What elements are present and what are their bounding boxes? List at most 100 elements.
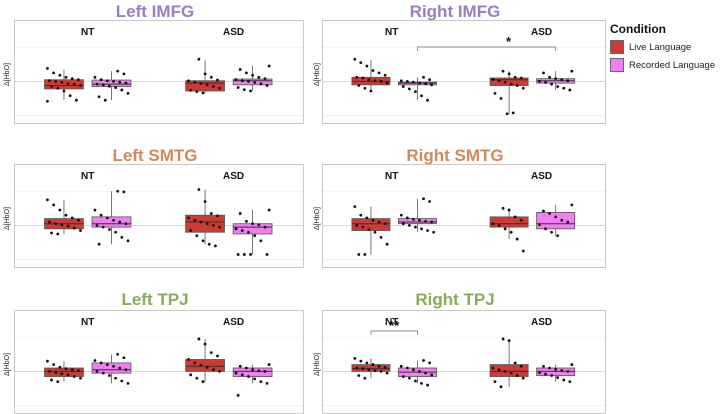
data-point: [379, 370, 383, 373]
data-point: [105, 216, 109, 220]
group-label-nt: NT: [385, 27, 399, 38]
data-point: [401, 85, 405, 88]
data-point: [64, 75, 68, 79]
data-point: [401, 222, 405, 226]
data-point: [101, 225, 105, 229]
data-point: [385, 242, 389, 246]
box-recorded-asd: [536, 212, 576, 230]
data-point: [519, 364, 523, 368]
data-point: [414, 225, 417, 229]
data-point: [566, 370, 570, 373]
data-point: [218, 86, 221, 90]
data-point: [203, 200, 207, 203]
data-point: [556, 85, 560, 88]
data-point: [511, 111, 515, 115]
data-point: [209, 75, 213, 79]
legend: Condition Live Language Recorded Languag…: [610, 22, 715, 72]
data-point: [240, 373, 244, 377]
data-point: [193, 80, 197, 84]
data-point: [54, 80, 58, 83]
data-point: [414, 90, 417, 94]
significance-bracket: [417, 46, 557, 51]
chart-plot-left-imfg: [15, 46, 303, 116]
data-point: [218, 225, 221, 229]
data-point: [193, 361, 197, 365]
legend-title: Condition: [610, 22, 666, 36]
data-point: [428, 200, 432, 203]
data-point: [112, 80, 115, 83]
data-point: [66, 82, 70, 85]
data-point: [359, 61, 363, 65]
data-point: [187, 216, 190, 220]
box-live-nt: [44, 79, 84, 90]
data-point: [418, 218, 421, 222]
data-point: [263, 370, 267, 373]
data-point: [570, 363, 574, 366]
data-point: [363, 86, 367, 90]
data-point: [355, 75, 359, 79]
data-point: [405, 80, 409, 83]
data-point: [538, 371, 541, 375]
data-point: [114, 376, 118, 380]
data-point: [503, 227, 507, 231]
data-point: [124, 222, 128, 226]
group-label-asd: ASD: [223, 27, 245, 38]
data-point: [359, 359, 363, 363]
data-point: [116, 189, 120, 193]
data-point: [46, 198, 49, 202]
data-point: [257, 369, 261, 373]
data-point: [499, 385, 503, 389]
data-point: [501, 69, 505, 73]
panel-title-left-tpj: Left TPJ: [121, 290, 189, 309]
data-point: [199, 82, 203, 85]
data-point: [93, 359, 97, 362]
data-point: [189, 88, 193, 92]
data-point: [70, 216, 74, 220]
panel-title-right-tpj: Right TPJ: [415, 290, 495, 309]
data-point: [515, 374, 519, 377]
data-point: [77, 78, 80, 82]
data-point: [430, 373, 434, 377]
data-point: [64, 367, 68, 371]
data-point: [519, 76, 523, 80]
data-point: [195, 376, 199, 380]
data-point: [424, 371, 427, 375]
y-axis-label: Δ[HbO]: [4, 207, 11, 230]
data-point: [501, 337, 505, 341]
data-point: [101, 83, 105, 87]
data-point: [418, 81, 421, 85]
data-point: [357, 374, 361, 377]
data-point: [521, 86, 525, 90]
data-point: [560, 78, 564, 82]
chart-panel-right-tpj: ** NT ASD: [322, 310, 606, 414]
legend-swatch-recorded: [610, 58, 624, 72]
data-point: [95, 82, 99, 86]
data-point: [99, 78, 103, 82]
data-point: [124, 368, 128, 372]
data-point: [263, 77, 267, 81]
data-point: [95, 370, 99, 373]
box-live-nt: [44, 367, 84, 377]
data-point: [493, 91, 497, 95]
data-point: [383, 222, 387, 226]
data-point: [377, 71, 381, 75]
data-point: [414, 379, 417, 383]
data-point: [550, 374, 554, 377]
data-point: [359, 213, 363, 217]
data-point: [189, 373, 193, 377]
data-point: [97, 95, 101, 99]
data-point: [116, 352, 120, 356]
chart-plot-left-smtg: [15, 188, 303, 260]
data-point: [491, 222, 495, 226]
data-point: [412, 217, 415, 221]
data-point: [379, 80, 383, 83]
data-point: [201, 239, 205, 243]
data-point: [357, 253, 361, 256]
chart-plot-left-tpj: [15, 336, 303, 406]
chart-panel-right-imfg: * NT ASD: [322, 20, 606, 124]
data-point: [245, 219, 248, 223]
group-label-nt: NT: [81, 317, 95, 328]
data-point: [562, 378, 566, 382]
data-point: [544, 372, 547, 376]
data-point: [103, 98, 107, 102]
